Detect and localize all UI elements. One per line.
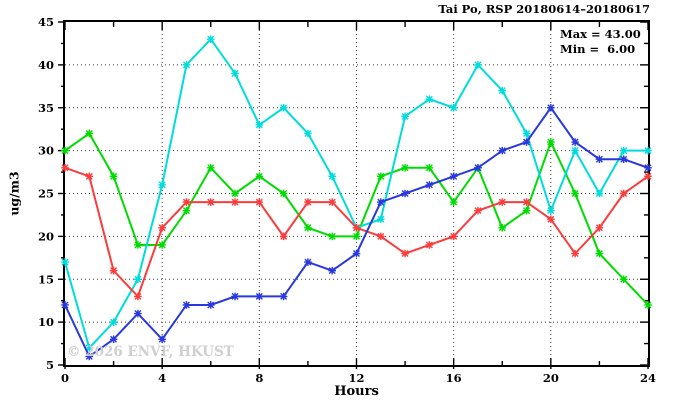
blue-series-markers — [61, 103, 652, 361]
max-value-label: Max = 43.00 — [560, 27, 641, 41]
y-tick-label: 20 — [38, 229, 54, 243]
chart-title: Tai Po, RSP 20180614–20180617 — [438, 2, 650, 16]
green-series-markers — [61, 129, 652, 309]
y-tick-label: 15 — [38, 272, 54, 286]
y-axis-label: ug/m3 — [6, 171, 22, 216]
y-tick-label: 30 — [38, 144, 54, 158]
x-tick-label: 20 — [543, 371, 559, 385]
x-tick-label: 8 — [255, 371, 263, 385]
y-tick-label: 5 — [46, 358, 54, 372]
x-tick-label: 24 — [640, 371, 656, 385]
watermark: © 2026 ENVF, HKUST — [67, 344, 234, 360]
cyan-series-line — [64, 37, 648, 350]
y-tick-label: 40 — [38, 58, 54, 72]
min-value-label: Min = 6.00 — [560, 42, 636, 56]
y-tick-label: 35 — [38, 101, 54, 115]
y-tick-label: 45 — [38, 15, 54, 29]
x-tick-label: 12 — [348, 371, 364, 385]
y-tick-label: 25 — [38, 187, 54, 201]
x-tick-label: 0 — [61, 371, 69, 385]
red-series-markers — [61, 163, 652, 301]
y-tick-label: 10 — [38, 315, 54, 329]
x-axis-label: Hours — [334, 384, 379, 399]
x-tick-label: 16 — [446, 371, 462, 385]
cyan-series-markers — [61, 35, 652, 352]
x-tick-label: 4 — [158, 371, 166, 385]
stats-box: Max = 43.00 Min = 6.00 — [560, 27, 641, 57]
